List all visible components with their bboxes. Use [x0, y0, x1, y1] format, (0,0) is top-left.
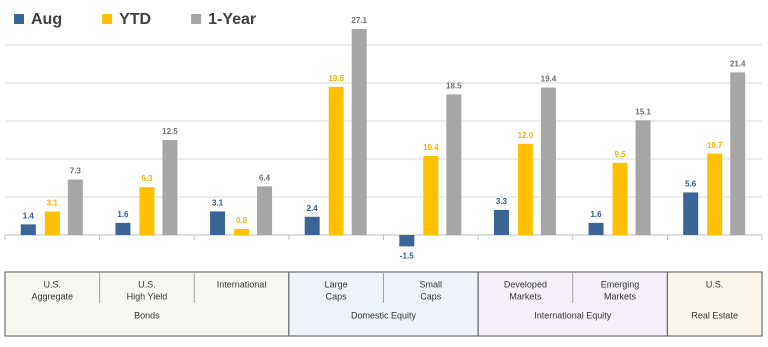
group-label: Real Estate: [691, 310, 738, 320]
legend-label: 1-Year: [208, 11, 256, 28]
value-label: 1.6: [117, 210, 129, 219]
value-label: 3.1: [47, 199, 59, 208]
x-tick-label: U.S.: [706, 279, 724, 289]
bar: [304, 216, 320, 235]
bar: [44, 211, 60, 235]
bar: [588, 222, 604, 235]
value-label: -1.5: [400, 252, 414, 261]
value-label: 3.3: [496, 197, 508, 206]
bar: [707, 153, 723, 235]
x-tick-label: Developed: [504, 279, 547, 289]
value-label: 19.4: [541, 75, 557, 84]
x-tick-label: Large: [325, 279, 348, 289]
value-label: 6.4: [259, 173, 271, 182]
x-tick-label: Caps: [326, 291, 348, 301]
value-label: 12.0: [518, 131, 534, 140]
value-label: 10.7: [707, 141, 723, 150]
bar: [446, 94, 462, 236]
group-box: [666, 271, 763, 337]
value-label: 2.4: [307, 204, 319, 213]
bar: [234, 228, 250, 235]
value-label: 18.5: [446, 82, 462, 91]
bar: [730, 72, 746, 235]
legend-label: Aug: [31, 11, 62, 28]
value-label: 5.6: [685, 180, 697, 189]
bar: [210, 211, 226, 235]
value-label: 27.1: [351, 16, 367, 25]
bar: [67, 179, 83, 235]
bar: [635, 120, 651, 235]
x-tick-label: Emerging: [601, 279, 640, 289]
bar: [399, 235, 415, 247]
value-label: 21.4: [730, 59, 746, 68]
bar: [423, 155, 439, 235]
x-tick-label: Aggregate: [32, 291, 74, 301]
legend-label: YTD: [119, 11, 151, 28]
x-tick-label: Small: [420, 279, 443, 289]
x-tick-label: Markets: [604, 291, 637, 301]
group-label: Domestic Equity: [351, 310, 417, 320]
bar: [162, 140, 178, 235]
value-label: 1.6: [591, 210, 603, 219]
group-box: [4, 271, 290, 337]
value-label: 19.5: [328, 74, 344, 83]
x-tick-label: Markets: [509, 291, 542, 301]
x-tick-label: Caps: [420, 291, 442, 301]
x-tick-label: U.S.: [138, 279, 156, 289]
x-tick-label: High Yield: [127, 291, 168, 301]
bar: [612, 162, 628, 235]
bar: [683, 192, 699, 235]
bar: [517, 143, 533, 235]
legend-swatch: [191, 14, 202, 24]
value-label: 10.4: [423, 143, 439, 152]
x-tick-label: U.S.: [44, 279, 62, 289]
legend-swatch: [14, 14, 24, 24]
value-label: 12.5: [162, 127, 178, 136]
value-label: 0.8: [236, 216, 248, 225]
bar: [139, 187, 155, 235]
bar: [540, 87, 556, 235]
value-label: 1.4: [23, 211, 35, 220]
bar: [257, 186, 273, 235]
value-label: 6.3: [141, 174, 153, 183]
bar: [351, 29, 367, 236]
legend-swatch: [102, 14, 113, 24]
group-label: International Equity: [534, 310, 612, 320]
group-label: Bonds: [134, 310, 160, 320]
value-label: 7.3: [70, 167, 82, 176]
bar: [493, 209, 509, 235]
value-label: 15.1: [635, 107, 651, 116]
value-label: 9.5: [615, 150, 627, 159]
bar: [328, 86, 344, 235]
value-label: 3.1: [212, 199, 224, 208]
bar: [20, 224, 36, 235]
x-tick-label: International: [217, 279, 267, 289]
bar: [115, 222, 131, 235]
